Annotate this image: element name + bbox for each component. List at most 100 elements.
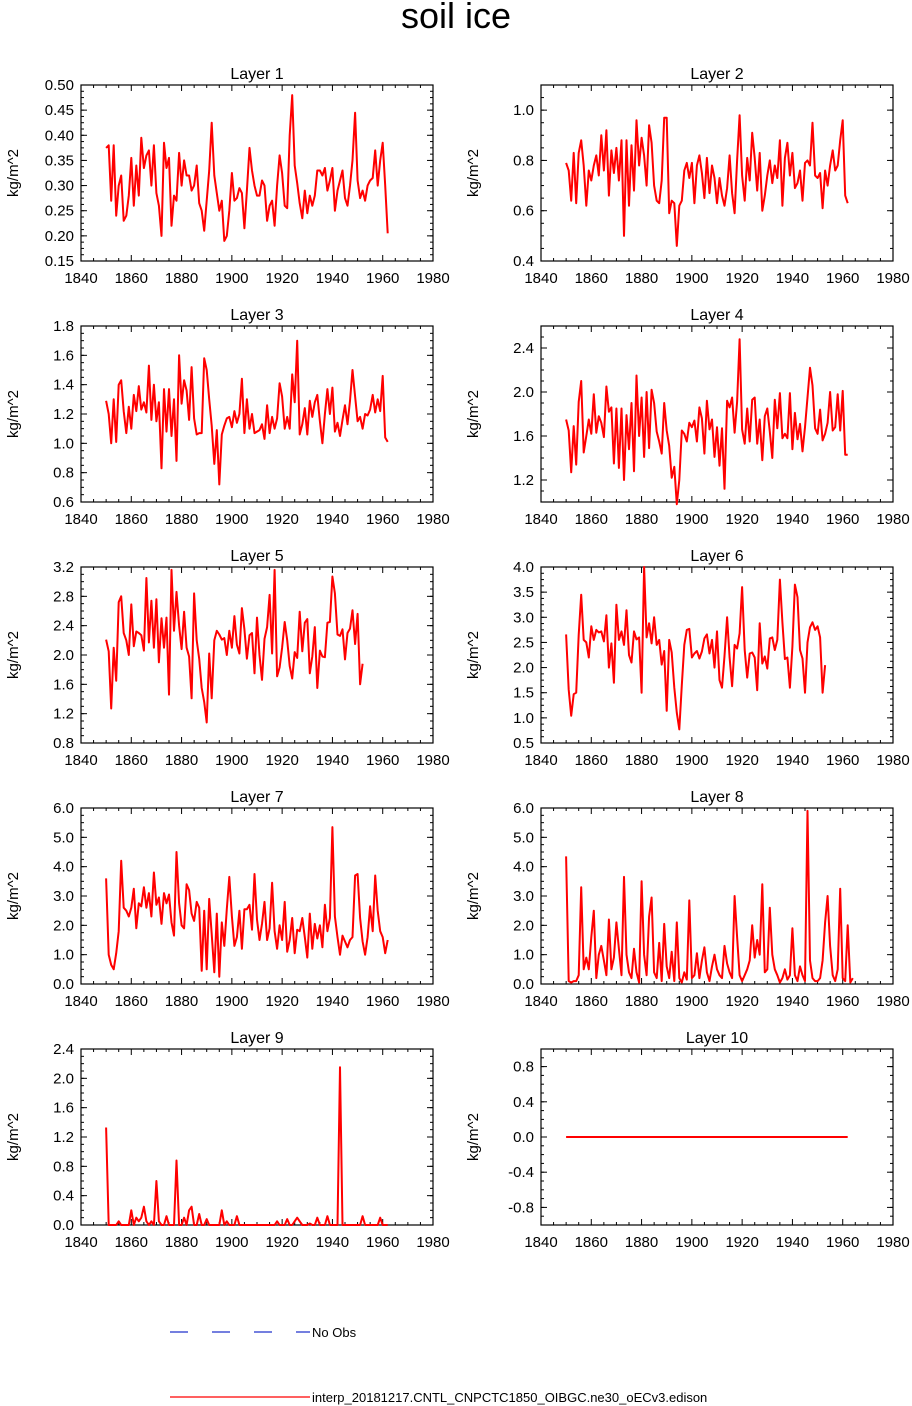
- series-line-6: [565, 566, 827, 731]
- y-tick-label: 0.20: [45, 228, 74, 245]
- x-tick-label: 1840: [524, 270, 557, 287]
- y-tick-label: 6.0: [513, 800, 534, 817]
- x-tick-label: 1940: [316, 993, 349, 1010]
- y-tick-label: 3.2: [53, 559, 74, 576]
- x-tick-label: 1960: [366, 270, 399, 287]
- y-tick-label: 1.0: [53, 947, 74, 964]
- panel-8: Layer 8 kg/m^2 1840 1860 1880 1900 1920 1940 196…: [465, 789, 910, 1010]
- x-tick-label: 1980: [416, 270, 449, 287]
- y-tick-label: 2.4: [53, 1041, 74, 1058]
- y-axis-label: kg/m^2: [5, 149, 22, 197]
- panel-2: Layer 2 kg/m^2 1840 1860 1880 1900 1920 1940 196…: [465, 66, 910, 287]
- y-tick-label: 6.0: [53, 800, 74, 817]
- x-tick-label: 1980: [876, 511, 909, 528]
- x-tick-label: 1840: [524, 993, 557, 1010]
- y-tick-label: 0.0: [513, 1129, 534, 1146]
- x-tick-label: 1920: [265, 511, 298, 528]
- y-tick-label: 4.0: [513, 559, 534, 576]
- x-tick-label: 1940: [776, 993, 809, 1010]
- legend: No Obs interp_20181217.CNTL_CNPCTC1850_O…: [170, 1325, 707, 1405]
- x-tick-label: 1900: [215, 270, 248, 287]
- y-tick-label: 0.4: [513, 253, 534, 270]
- x-tick-label: 1900: [675, 270, 708, 287]
- series-line-8: [565, 809, 854, 984]
- x-tick-label: 1900: [215, 511, 248, 528]
- series-line-3: [105, 339, 389, 486]
- x-tick-label: 1840: [64, 270, 97, 287]
- x-tick-label: 1860: [115, 752, 148, 769]
- y-tick-label: 2.4: [513, 340, 534, 357]
- series-line-7: [105, 826, 389, 978]
- x-tick-label: 1840: [524, 752, 557, 769]
- x-tick-label: 1920: [725, 993, 758, 1010]
- panel-title: Layer 2: [690, 66, 743, 83]
- x-tick-label: 1960: [366, 511, 399, 528]
- y-tick-label: 0.4: [513, 1094, 534, 1111]
- x-tick-label: 1880: [625, 511, 658, 528]
- y-tick-label: 3.0: [53, 888, 74, 905]
- y-tick-label: 0.8: [513, 1059, 534, 1076]
- x-tick-label: 1940: [316, 270, 349, 287]
- y-axis-label: kg/m^2: [5, 1113, 22, 1161]
- plot-frame: [540, 325, 894, 503]
- x-tick-label: 1860: [115, 993, 148, 1010]
- series-line-2: [565, 114, 849, 247]
- series-line-9: [105, 1066, 388, 1226]
- panel-title: Layer 1: [230, 66, 283, 83]
- legend-model-label: interp_20181217.CNTL_CNPCTC1850_OIBGC.ne…: [312, 1390, 707, 1405]
- y-axis-label: kg/m^2: [465, 149, 482, 197]
- panel-title: Layer 8: [690, 789, 743, 806]
- y-tick-label: 1.5: [513, 685, 534, 702]
- panel-6: Layer 6 kg/m^2 1840 1860 1880 1900 1920 1940 196…: [465, 548, 910, 769]
- x-tick-label: 1960: [366, 1234, 399, 1251]
- x-tick-label: 1860: [575, 993, 608, 1010]
- y-tick-label: 0.25: [45, 203, 74, 220]
- y-tick-label: 0.35: [45, 152, 74, 169]
- x-tick-label: 1920: [265, 993, 298, 1010]
- x-tick-label: 1960: [826, 270, 859, 287]
- x-tick-label: 1840: [64, 993, 97, 1010]
- y-tick-label: 0.6: [53, 494, 74, 511]
- y-tick-label: 2.4: [53, 618, 74, 635]
- y-tick-label: 1.0: [513, 102, 534, 119]
- y-tick-label: 3.0: [513, 609, 534, 626]
- x-tick-label: 1960: [826, 511, 859, 528]
- x-tick-label: 1860: [575, 752, 608, 769]
- y-tick-label: 1.6: [53, 347, 74, 364]
- y-tick-label: 0.4: [53, 1188, 74, 1205]
- y-tick-label: 1.0: [513, 947, 534, 964]
- y-tick-label: 0.0: [53, 1217, 74, 1234]
- x-tick-label: 1900: [675, 511, 708, 528]
- y-tick-label: 2.0: [513, 384, 534, 401]
- panel-title: Layer 9: [230, 1030, 283, 1047]
- x-tick-label: 1840: [524, 1234, 557, 1251]
- x-tick-label: 1960: [366, 993, 399, 1010]
- y-tick-label: 2.0: [53, 1070, 74, 1087]
- x-tick-label: 1880: [165, 270, 198, 287]
- x-tick-label: 1880: [625, 752, 658, 769]
- x-tick-label: 1980: [416, 1234, 449, 1251]
- x-tick-label: 1880: [165, 993, 198, 1010]
- series-line-4: [565, 338, 848, 506]
- y-tick-label: 5.0: [513, 829, 534, 846]
- x-tick-label: 1940: [316, 511, 349, 528]
- panel-title: Layer 10: [686, 1030, 748, 1047]
- x-tick-label: 1860: [575, 511, 608, 528]
- x-tick-label: 1980: [876, 270, 909, 287]
- x-tick-label: 1880: [165, 752, 198, 769]
- x-tick-label: 1900: [675, 752, 708, 769]
- y-tick-label: 0.45: [45, 102, 74, 119]
- y-axis-label: kg/m^2: [465, 390, 482, 438]
- y-tick-label: 0.8: [53, 735, 74, 752]
- y-axis-label: kg/m^2: [5, 390, 22, 438]
- y-tick-label: 1.4: [53, 377, 74, 394]
- x-tick-label: 1900: [215, 993, 248, 1010]
- y-tick-label: 4.0: [53, 859, 74, 876]
- x-tick-label: 1960: [826, 752, 859, 769]
- y-tick-label: -0.4: [508, 1164, 534, 1181]
- y-tick-label: 0.8: [53, 1158, 74, 1175]
- y-tick-label: 1.2: [513, 472, 534, 489]
- plot-frame: [80, 566, 434, 744]
- x-tick-label: 1920: [725, 511, 758, 528]
